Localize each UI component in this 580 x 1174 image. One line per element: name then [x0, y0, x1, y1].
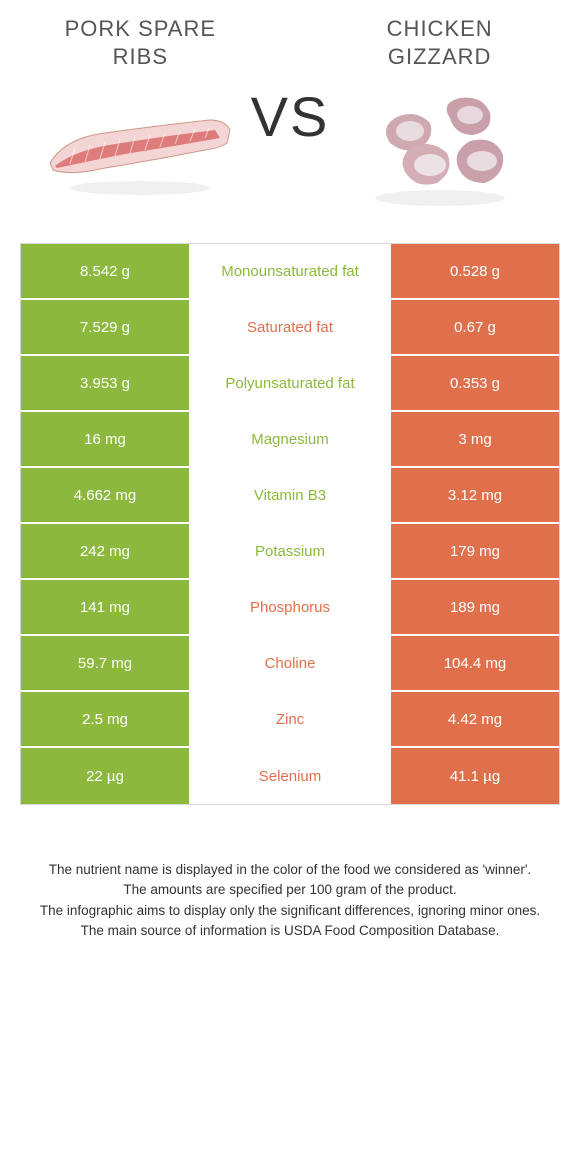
left-value: 4.662 mg [21, 468, 191, 522]
nutrient-row: 22 µgSelenium41.1 µg [21, 748, 559, 804]
footer-line: The main source of information is USDA F… [28, 921, 552, 941]
nutrient-name: Vitamin B3 [191, 468, 389, 522]
right-value: 0.67 g [389, 300, 559, 354]
left-column: PORK SPARE RIBS [30, 15, 251, 218]
nutrient-name: Phosphorus [191, 580, 389, 634]
left-value: 242 mg [21, 524, 191, 578]
right-value: 0.528 g [389, 244, 559, 298]
nutrient-row: 8.542 gMonounsaturated fat0.528 g [21, 244, 559, 300]
nutrient-row: 16 mgMagnesium3 mg [21, 412, 559, 468]
left-value: 141 mg [21, 580, 191, 634]
nutrient-name: Selenium [191, 748, 389, 804]
right-value: 189 mg [389, 580, 559, 634]
right-value: 179 mg [389, 524, 559, 578]
chicken-gizzard-image [345, 78, 535, 218]
left-value: 22 µg [21, 748, 191, 804]
footer-line: The nutrient name is displayed in the co… [28, 860, 552, 880]
left-value: 7.529 g [21, 300, 191, 354]
right-title: CHICKEN GIZZARD [387, 15, 493, 70]
right-value: 3.12 mg [389, 468, 559, 522]
right-value: 41.1 µg [389, 748, 559, 804]
nutrient-row: 242 mgPotassium179 mg [21, 524, 559, 580]
nutrient-row: 141 mgPhosphorus189 mg [21, 580, 559, 636]
nutrient-name: Zinc [191, 692, 389, 746]
header: PORK SPARE RIBS VS CHICKEN GIZZARD [0, 0, 580, 228]
pork-ribs-image [45, 78, 235, 218]
nutrient-name: Magnesium [191, 412, 389, 466]
right-column: CHICKEN GIZZARD [329, 15, 550, 218]
left-value: 59.7 mg [21, 636, 191, 690]
nutrient-table: 8.542 gMonounsaturated fat0.528 g7.529 g… [20, 243, 560, 805]
nutrient-name: Potassium [191, 524, 389, 578]
right-value: 3 mg [389, 412, 559, 466]
nutrient-row: 59.7 mgCholine104.4 mg [21, 636, 559, 692]
right-value: 0.353 g [389, 356, 559, 410]
left-value: 8.542 g [21, 244, 191, 298]
right-value: 4.42 mg [389, 692, 559, 746]
footer-notes: The nutrient name is displayed in the co… [0, 805, 580, 941]
left-value: 3.953 g [21, 356, 191, 410]
left-title: PORK SPARE RIBS [65, 15, 216, 70]
nutrient-name: Saturated fat [191, 300, 389, 354]
nutrient-name: Choline [191, 636, 389, 690]
nutrient-name: Monounsaturated fat [191, 244, 389, 298]
nutrient-row: 4.662 mgVitamin B33.12 mg [21, 468, 559, 524]
vs-label: VS [251, 84, 330, 149]
right-value: 104.4 mg [389, 636, 559, 690]
nutrient-row: 2.5 mgZinc4.42 mg [21, 692, 559, 748]
nutrient-row: 3.953 gPolyunsaturated fat0.353 g [21, 356, 559, 412]
nutrient-row: 7.529 gSaturated fat0.67 g [21, 300, 559, 356]
footer-line: The infographic aims to display only the… [28, 901, 552, 921]
left-value: 2.5 mg [21, 692, 191, 746]
footer-line: The amounts are specified per 100 gram o… [28, 880, 552, 900]
nutrient-name: Polyunsaturated fat [191, 356, 389, 410]
left-value: 16 mg [21, 412, 191, 466]
